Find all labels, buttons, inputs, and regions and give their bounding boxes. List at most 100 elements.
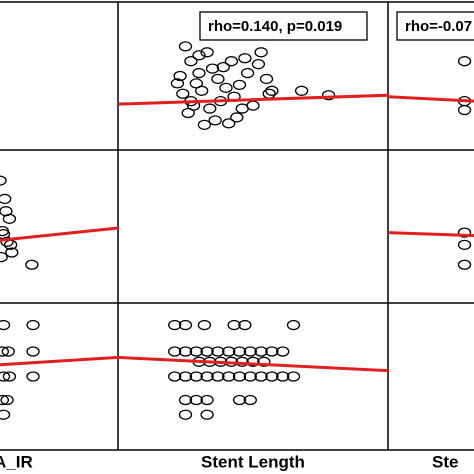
point: [0, 371, 11, 382]
point: [0, 251, 8, 263]
point: [240, 67, 255, 79]
point: [222, 346, 236, 357]
point: [184, 56, 198, 67]
point: [224, 56, 239, 67]
point: [321, 90, 336, 101]
fit-line: [117, 355, 389, 373]
point: [457, 56, 472, 67]
point: [192, 50, 206, 61]
axis-label: Ste: [432, 452, 458, 471]
point: [222, 371, 236, 382]
point: [178, 319, 193, 331]
point: [178, 371, 193, 382]
point: [205, 63, 220, 74]
point: [200, 394, 214, 406]
point: [457, 259, 472, 270]
fit-line: [0, 355, 119, 367]
point: [286, 319, 301, 331]
point: [259, 73, 274, 85]
point: [243, 346, 257, 357]
fit-line: [387, 95, 474, 103]
point: [192, 67, 206, 79]
point: [222, 118, 236, 129]
point: [286, 371, 301, 382]
annotation: rho=-0.07: [405, 18, 472, 35]
point: [457, 227, 472, 238]
point: [168, 346, 182, 357]
point: [189, 371, 203, 382]
point: [0, 409, 11, 420]
point: [276, 371, 290, 382]
point: [26, 371, 40, 382]
point: [211, 73, 225, 85]
point: [168, 319, 182, 331]
point: [232, 79, 247, 91]
point: [211, 371, 225, 382]
axis-label: A_IR: [0, 452, 33, 471]
point: [2, 371, 17, 382]
point: [211, 346, 225, 357]
point: [457, 239, 472, 251]
point: [232, 371, 247, 382]
point: [195, 85, 209, 96]
point: [251, 59, 266, 70]
point: [457, 104, 472, 116]
point: [0, 175, 7, 186]
point: [189, 394, 203, 406]
point: [203, 103, 217, 114]
fit-line: [387, 231, 474, 238]
point: [265, 346, 279, 357]
point: [235, 103, 249, 114]
point: [26, 319, 40, 331]
annotation: rho=0.140, p=0.019: [208, 18, 342, 35]
annotation-box: [199, 11, 368, 41]
point: [246, 356, 260, 367]
point: [0, 394, 14, 406]
point: [197, 119, 212, 130]
point: [1, 346, 15, 357]
panel-borders: [0, 1, 474, 451]
point: [200, 371, 214, 382]
point: [232, 394, 247, 406]
point: [243, 394, 257, 406]
point: [5, 247, 19, 258]
point: [265, 371, 279, 382]
point: [197, 319, 212, 331]
point: [200, 409, 214, 420]
point: [170, 78, 185, 89]
point: [265, 85, 279, 96]
point: [176, 88, 190, 99]
point: [181, 107, 195, 119]
point: [262, 88, 276, 99]
point: [238, 319, 252, 331]
point: [189, 346, 203, 357]
annotation-box: [396, 11, 474, 41]
point: [219, 82, 233, 93]
point: [230, 112, 244, 123]
point: [0, 394, 10, 406]
point: [238, 53, 252, 64]
point: [254, 47, 268, 58]
point: [243, 371, 257, 382]
point: [168, 371, 182, 382]
point: [200, 346, 214, 357]
point: [0, 193, 12, 205]
fit-line: [0, 226, 119, 242]
point: [178, 346, 193, 357]
point: [257, 356, 271, 367]
point: [294, 85, 309, 96]
point: [173, 70, 187, 82]
point: [0, 319, 11, 331]
point: [178, 394, 193, 406]
point: [254, 371, 268, 382]
point: [208, 115, 222, 126]
point: [232, 346, 247, 357]
point: [178, 409, 193, 420]
point: [178, 41, 193, 52]
fit-line: [117, 93, 389, 106]
point: [0, 206, 13, 217]
point: [26, 346, 40, 357]
point: [227, 319, 241, 331]
point: [0, 346, 10, 357]
